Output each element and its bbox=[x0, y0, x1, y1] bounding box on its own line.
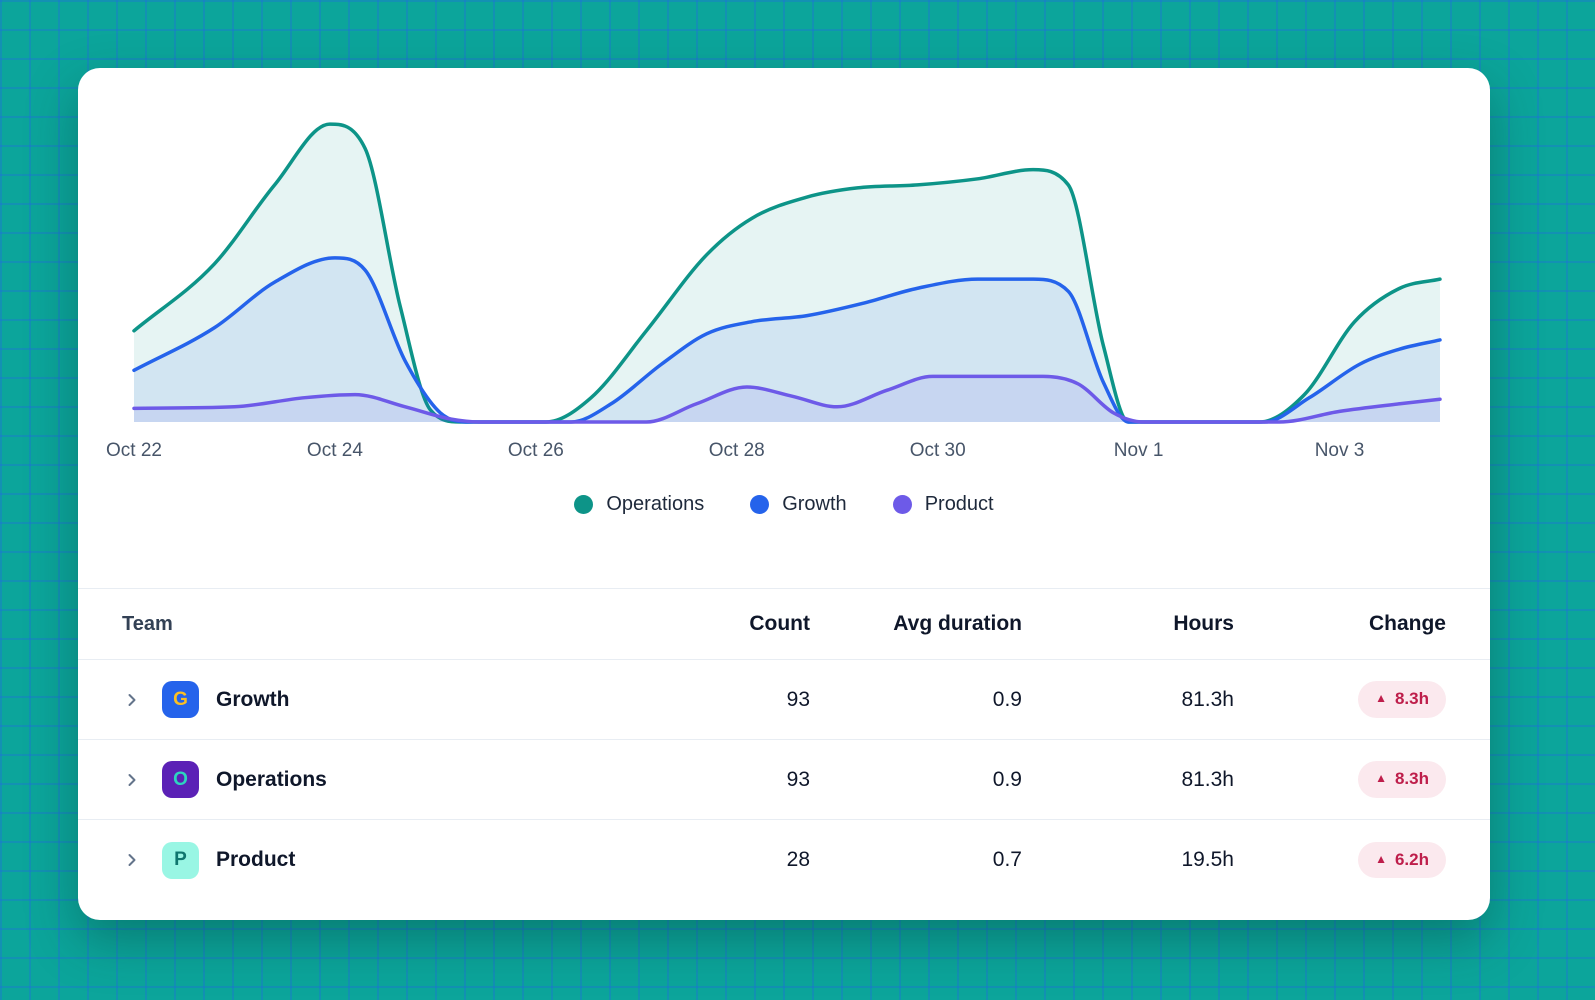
x-axis-tick-label: Nov 1 bbox=[1113, 440, 1164, 461]
column-header-hours: Hours bbox=[1173, 612, 1234, 635]
team-cell: P Product bbox=[122, 841, 690, 879]
legend-label: Product bbox=[924, 492, 994, 515]
up-triangle-icon: ▲ bbox=[1375, 851, 1387, 866]
column-header-team: Team bbox=[122, 612, 173, 635]
change-badge: ▲ 8.3h bbox=[1358, 681, 1446, 718]
legend-label: Operations bbox=[606, 492, 705, 515]
change-badge: ▲ 8.3h bbox=[1358, 761, 1446, 798]
x-axis-tick-label: Nov 3 bbox=[1314, 440, 1365, 461]
hours-value: 81.3h bbox=[1181, 687, 1234, 711]
avg-duration-value: 0.9 bbox=[992, 767, 1022, 791]
legend-item-product[interactable]: Product bbox=[892, 492, 994, 516]
chevron-right-icon[interactable] bbox=[122, 850, 152, 870]
team-name: Growth bbox=[216, 687, 290, 711]
team-icon: G bbox=[162, 681, 199, 718]
legend-dot-growth-icon bbox=[750, 494, 770, 514]
x-axis: Oct 22 Oct 24 Oct 26 Oct 28 Oct 30 Nov 1 Nov 3 bbox=[78, 436, 1490, 484]
team-cell: O Operations bbox=[122, 761, 690, 798]
chart-legend: Operations Growth Product bbox=[78, 484, 1490, 524]
table-row-operations[interactable]: O Operations 93 0.9 81.3h ▲ 8.3h bbox=[78, 740, 1490, 820]
change-value: 8.3h bbox=[1394, 689, 1429, 709]
legend-label: Growth bbox=[782, 492, 847, 515]
team-cell: G Growth bbox=[122, 681, 690, 718]
team-name: Product bbox=[216, 848, 296, 871]
chevron-right-icon[interactable] bbox=[122, 690, 152, 710]
hours-value: 19.5h bbox=[1181, 848, 1234, 871]
legend-item-growth[interactable]: Growth bbox=[750, 492, 847, 516]
x-axis-tick-label: Oct 22 bbox=[106, 440, 162, 461]
column-header-count: Count bbox=[749, 612, 810, 635]
count-value: 28 bbox=[786, 848, 810, 871]
chevron-right-icon[interactable] bbox=[122, 770, 152, 790]
area-chart-canvas bbox=[132, 122, 1442, 424]
x-axis-tick-label: Oct 30 bbox=[909, 440, 966, 461]
change-value: 8.3h bbox=[1394, 769, 1429, 789]
team-name: Operations bbox=[216, 767, 327, 791]
change-badge: ▲ 6.2h bbox=[1358, 841, 1446, 879]
legend-dot-product-icon bbox=[892, 494, 912, 514]
x-axis-tick-label: Oct 26 bbox=[507, 440, 564, 461]
avg-duration-value: 0.9 bbox=[992, 687, 1022, 711]
hours-value: 81.3h bbox=[1181, 767, 1234, 791]
count-value: 93 bbox=[786, 687, 810, 711]
legend-item-operations[interactable]: Operations bbox=[574, 493, 704, 516]
change-value: 6.2h bbox=[1394, 849, 1429, 869]
up-triangle-icon: ▲ bbox=[1375, 771, 1387, 786]
table-row-growth[interactable]: G Growth 93 0.9 81.3h ▲ 8.3h bbox=[78, 660, 1490, 740]
team-icon: P bbox=[162, 841, 199, 879]
x-axis-tick-label: Oct 24 bbox=[306, 440, 363, 461]
legend-dot-operations-icon bbox=[574, 494, 594, 514]
area-chart: Oct 22 Oct 24 Oct 26 Oct 28 Oct 30 Nov 1 Nov 3 bbox=[78, 100, 1490, 484]
column-header-avg-duration: Avg duration bbox=[893, 612, 1022, 635]
column-header-change: Change bbox=[1368, 612, 1446, 635]
analytics-card: Oct 22 Oct 24 Oct 26 Oct 28 Oct 30 Nov 1 Nov 3… bbox=[78, 68, 1490, 920]
up-triangle-icon: ▲ bbox=[1375, 691, 1387, 706]
table-header: Team Count Avg duration Hours Change bbox=[78, 588, 1490, 660]
table-row-product[interactable]: P Product 28 0.7 19.5h ▲ 6.2h bbox=[78, 820, 1490, 900]
x-axis-tick-label: Oct 28 bbox=[708, 440, 765, 461]
team-icon: O bbox=[162, 761, 199, 798]
team-table: Team Count Avg duration Hours Change G G… bbox=[78, 588, 1490, 900]
count-value: 93 bbox=[786, 767, 810, 791]
avg-duration-value: 0.7 bbox=[992, 848, 1022, 871]
